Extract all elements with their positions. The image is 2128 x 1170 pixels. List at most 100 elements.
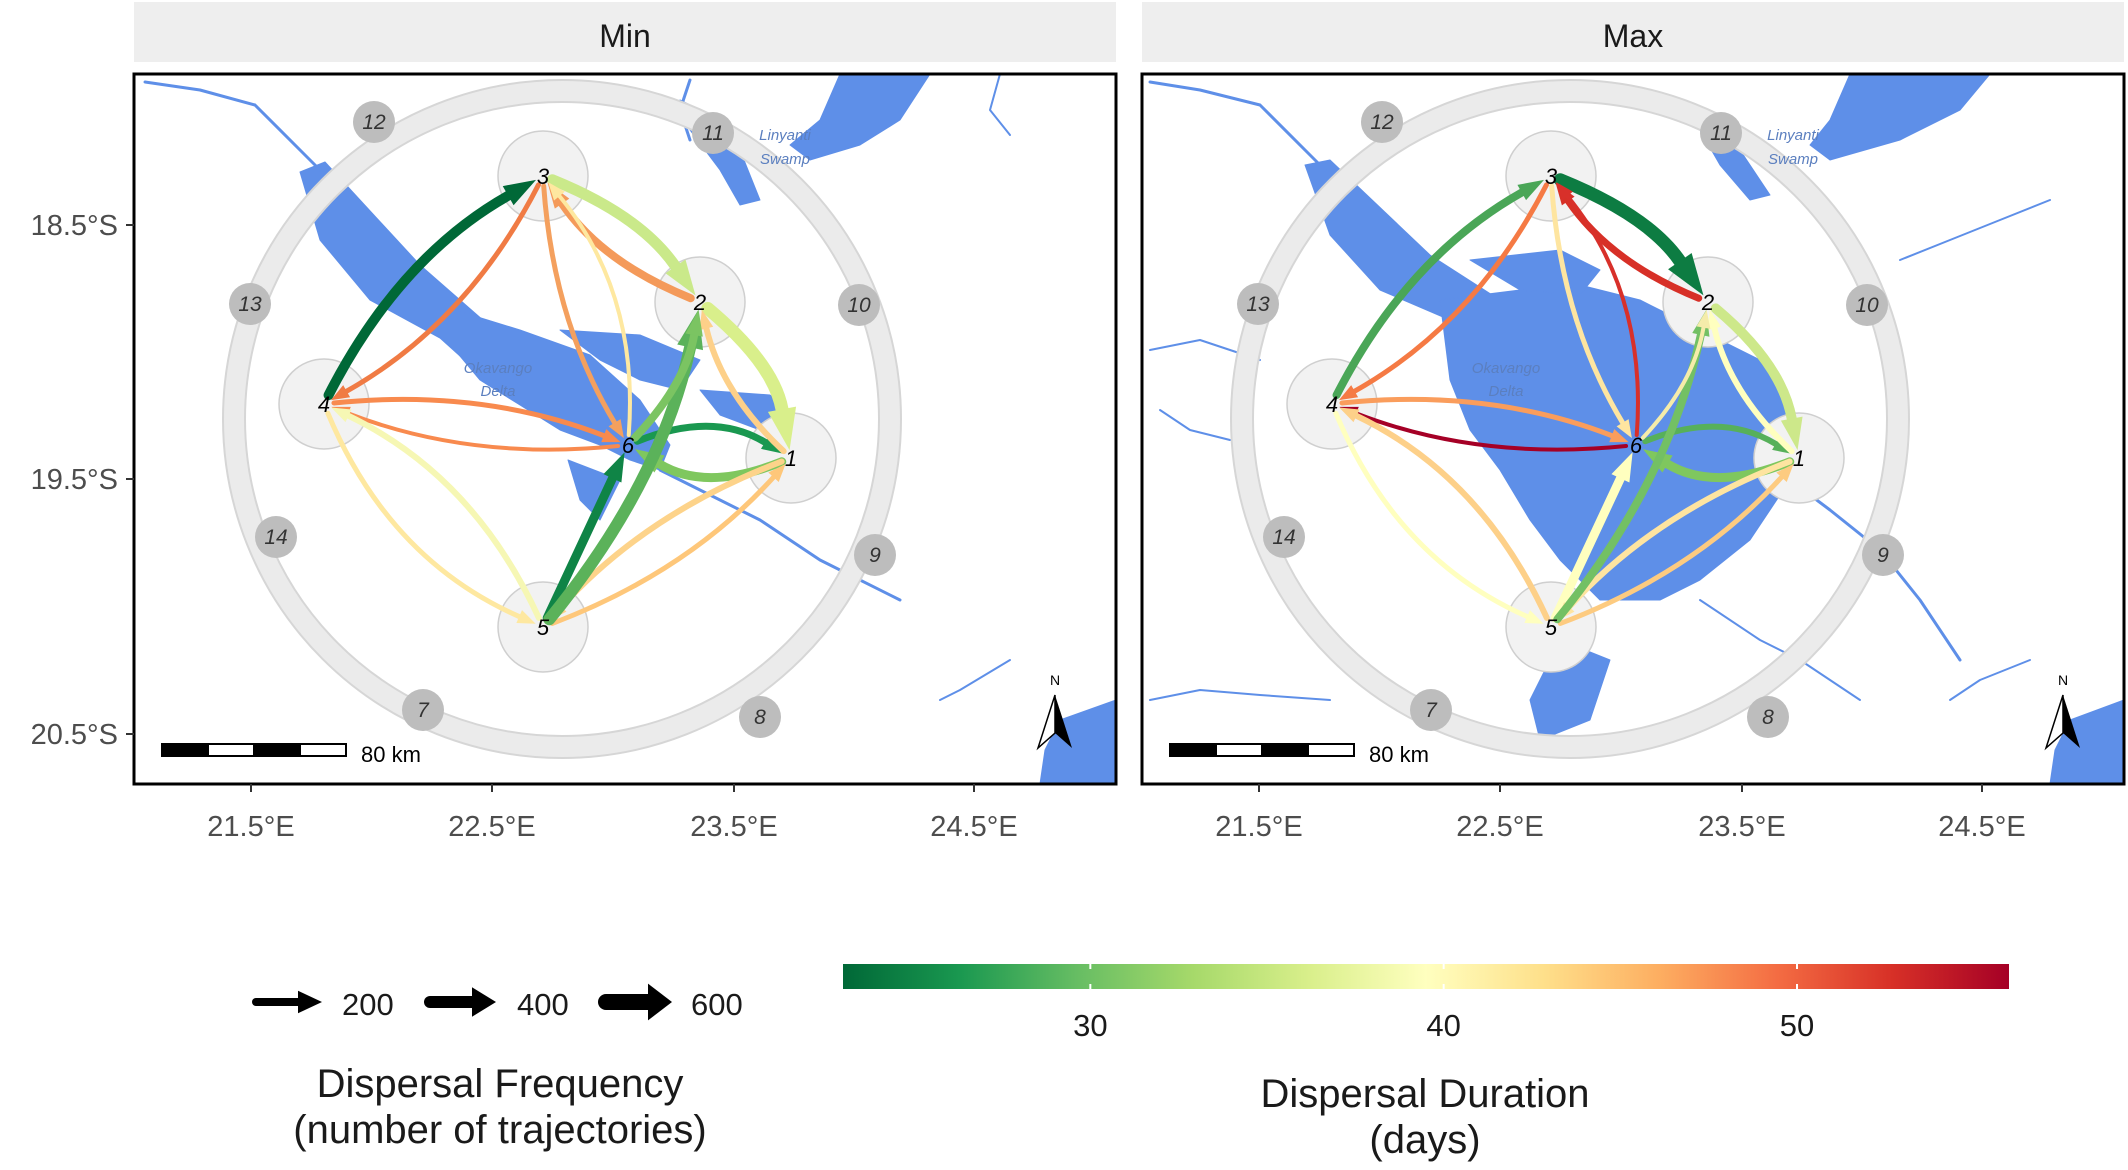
- site-label-1: 1: [785, 446, 797, 471]
- north-arrow-icon: [1055, 695, 1072, 748]
- flow-arrow-6-to-1: [633, 422, 769, 446]
- flow-arrowhead-3-to-6: [1616, 419, 1632, 439]
- duration-legend-title: Dispersal Duration: [1260, 1072, 1589, 1116]
- river-se: [1949, 659, 2031, 701]
- flow-arrowhead-5-to-4: [1339, 407, 1360, 423]
- site-4-area: [1286, 358, 1378, 450]
- place-name-2: Okavango: [464, 360, 532, 377]
- scale-bar-label: 80 km: [361, 742, 421, 767]
- place-name-1: Swamp: [1768, 151, 1818, 168]
- flow-arrow-5-to-4: [345, 412, 542, 621]
- scale-bar-segment: [161, 743, 209, 757]
- lon-tick-label: 22.5°E: [1456, 811, 1543, 843]
- flow-arrowhead-5-to-6: [603, 452, 625, 483]
- site-label-1: 1: [1793, 446, 1805, 471]
- outer-site-11: [1700, 112, 1742, 154]
- north-arrow-icon: [2063, 695, 2080, 748]
- outer-site-10: [1846, 284, 1888, 326]
- frequency-legend-label-400: 400: [517, 987, 569, 1022]
- outer-site-label-14: 14: [264, 526, 287, 549]
- outer-site-label-9: 9: [1877, 544, 1889, 567]
- panel-max-strip: [1142, 2, 2124, 62]
- flow-arrowhead-6-to-3: [1556, 182, 1573, 201]
- lon-tick-label: 23.5°E: [690, 811, 777, 843]
- site-label-6: 6: [622, 433, 635, 458]
- scale-bar-segment: [299, 743, 347, 757]
- lon-tick-label: 21.5°E: [207, 811, 294, 843]
- study-area-ring-fill: [1232, 81, 1908, 757]
- panel-max-title: Max: [1603, 18, 1663, 54]
- flow-arrowhead-1-to-2: [699, 309, 714, 331]
- duration-tick-label: 50: [1780, 1008, 1814, 1043]
- flow-arrow-4-to-5: [325, 410, 522, 620]
- scale-bar-segment: [1307, 743, 1355, 757]
- flow-arrow-6-to-1: [1642, 423, 1779, 447]
- flow-arrowhead-5-to-1: [768, 463, 786, 482]
- flow-arrow-6-to-2: [630, 331, 699, 442]
- north-label: N: [1050, 672, 1060, 688]
- place-name-0: Linyanti: [1767, 127, 1819, 144]
- flow-arrow-5-to-4: [1353, 412, 1550, 621]
- outer-site-13: [229, 283, 271, 325]
- flow-arrowhead-6-to-3: [548, 182, 565, 201]
- frequency-legend-label-200: 200: [342, 987, 394, 1022]
- flow-arrow-3-to-2: [1553, 173, 1687, 268]
- flow-arrowhead-4-to-6: [601, 429, 621, 443]
- site-label-4: 4: [1326, 392, 1338, 417]
- river-sw: [1149, 689, 1331, 701]
- outer-site-label-10: 10: [1855, 294, 1879, 317]
- site-label-5: 5: [537, 615, 550, 640]
- outer-site-label-7: 7: [417, 699, 430, 722]
- site-label-2: 2: [1701, 290, 1714, 315]
- scale-bar-segment: [253, 743, 301, 757]
- network-overlay-max: LinyantiSwampOkavangoDelta12345687141312…: [1169, 79, 2080, 767]
- flow-arrowhead-4-to-5: [516, 610, 536, 624]
- makgadikgadi-corner: [2049, 699, 2124, 784]
- place-name-3: Delta: [1488, 383, 1523, 400]
- flow-arrow-5-to-6: [542, 473, 617, 623]
- flow-arrowhead-5-to-1: [1776, 463, 1794, 482]
- lon-tick-label: 24.5°E: [930, 811, 1017, 843]
- scale-bar-segment: [1215, 743, 1263, 757]
- outer-site-9: [1862, 534, 1904, 576]
- outer-site-label-11: 11: [702, 122, 724, 145]
- river-south: [1699, 599, 1861, 701]
- outer-site-label-13: 13: [238, 293, 262, 316]
- makgadikgadi-corner: [1039, 699, 1116, 784]
- place-name-3: Delta: [480, 383, 515, 400]
- frequency-legend-arrowhead-200: [298, 990, 322, 1014]
- flow-arrowhead-6-to-2: [1696, 309, 1711, 329]
- scale-bar-segment: [1169, 743, 1217, 757]
- outer-site-14: [1263, 516, 1305, 558]
- place-name-1: Swamp: [760, 151, 810, 168]
- lon-tick-label: 23.5°E: [1698, 811, 1785, 843]
- outer-site-label-7: 7: [1425, 699, 1438, 722]
- flow-arrow-2-to-1: [1710, 303, 1797, 424]
- panel-min-title: Min: [599, 18, 651, 54]
- river-west-2: [1159, 409, 1231, 441]
- outer-site-label-12: 12: [1370, 111, 1394, 134]
- flow-arrow-6-to-4: [346, 411, 621, 452]
- duration-legend-subtitle: (days): [1369, 1118, 1480, 1162]
- flow-arrowhead-4-to-6: [1609, 429, 1629, 443]
- north-arrow-icon-left: [1036, 694, 1056, 751]
- site-4-area: [278, 358, 370, 450]
- scale-bar-segment: [207, 743, 255, 757]
- flow-arrowhead-4-to-3: [502, 179, 537, 206]
- outer-site-7: [1410, 689, 1452, 731]
- site-label-5: 5: [1545, 615, 1558, 640]
- lon-tick-label: 22.5°E: [448, 811, 535, 843]
- outer-site-8: [739, 696, 781, 738]
- outer-site-13: [1237, 283, 1279, 325]
- flow-arrowhead-3-to-6: [608, 419, 624, 439]
- north-label: N: [2058, 672, 2068, 688]
- site-label-2: 2: [693, 290, 706, 315]
- water-layer: [1148, 74, 2124, 784]
- flow-arrow-2-to-3: [1564, 197, 1703, 302]
- scale-bar-label: 80 km: [1369, 742, 1429, 767]
- flow-arrow-2-to-3: [558, 199, 695, 303]
- outer-site-label-11: 11: [1710, 122, 1732, 145]
- outer-site-9: [854, 534, 896, 576]
- river-east: [1899, 199, 2051, 261]
